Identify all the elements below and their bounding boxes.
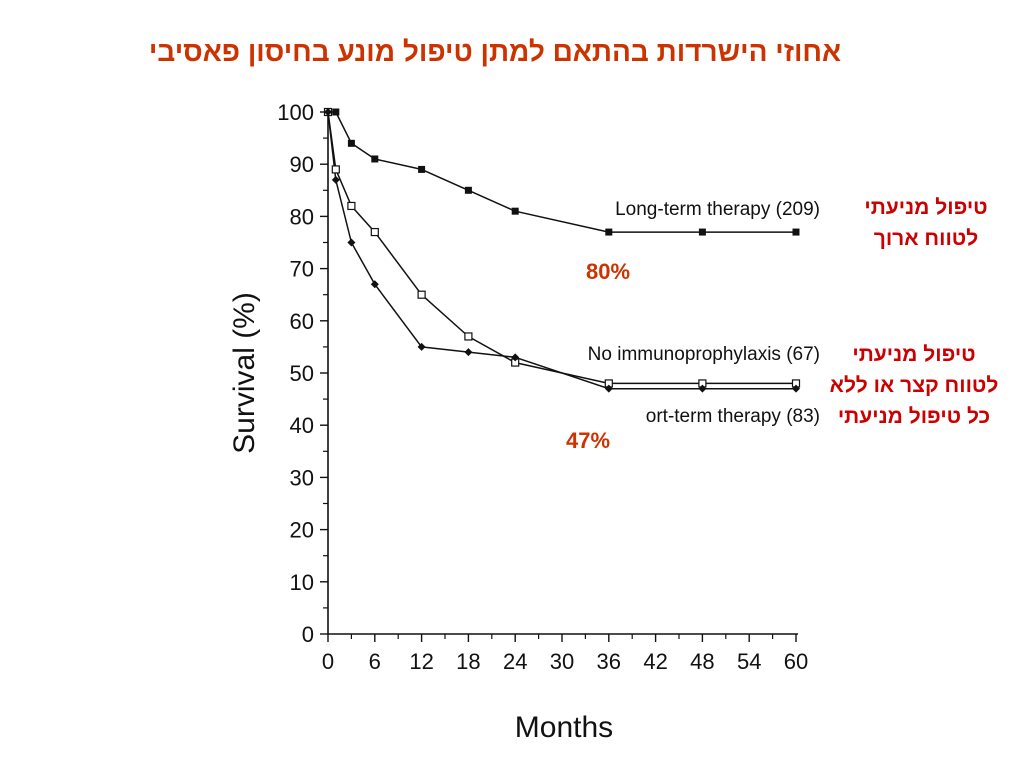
y-tick-label: 40 xyxy=(290,413,314,438)
series-line-1 xyxy=(328,111,796,233)
x-tick-label: 54 xyxy=(737,649,761,674)
filled-square-marker xyxy=(605,228,613,236)
y-tick-label: 70 xyxy=(290,257,314,282)
open-square-marker xyxy=(370,227,379,237)
filled-diamond-marker xyxy=(331,175,340,184)
open-square-marker xyxy=(417,290,426,299)
filled-square-marker xyxy=(418,165,426,173)
x-tick-label: 48 xyxy=(690,649,714,674)
y-tick-label: 80 xyxy=(290,204,314,229)
y-axis-title: Survival (%) xyxy=(228,292,261,454)
filled-square-marker xyxy=(371,155,379,163)
filled-diamond-marker xyxy=(604,384,613,393)
series-markers xyxy=(323,107,801,393)
series-lines xyxy=(327,111,796,390)
filled-diamond-marker xyxy=(417,342,426,351)
x-tick-label: 12 xyxy=(409,649,433,674)
open-square-marker xyxy=(347,201,356,211)
axes: 0 10 20 30 40 50 60 70 80 90 100 0 6 12 18 24 30 36 42 48 54… xyxy=(228,100,808,744)
open-square-marker xyxy=(331,165,340,174)
series-line-2 xyxy=(327,111,796,385)
note-long-term-line-1: טיפול מניעתי xyxy=(864,196,988,219)
x-tick-label: 36 xyxy=(597,649,621,674)
note-long-term: טיפול מניעתי לטווח ארוך xyxy=(846,192,1006,254)
filled-square-marker xyxy=(347,139,355,147)
series-labels: Long-term therapy (209) No immunoprophyla… xyxy=(566,199,820,453)
filled-diamond-marker xyxy=(347,238,356,247)
percent-annotation: 80% xyxy=(586,259,630,284)
y-tick-label: 50 xyxy=(290,361,314,386)
filled-diamond-marker xyxy=(792,384,800,393)
x-tick-label: 6 xyxy=(369,649,381,674)
open-square-marker xyxy=(464,332,473,341)
note-short-line-1: טיפול מניעתי xyxy=(852,343,976,366)
y-tick-label: 90 xyxy=(290,152,314,177)
x-tick-label: 18 xyxy=(456,649,480,674)
series-label-2: No immunoprophylaxis (67) xyxy=(588,344,820,365)
series-line-3 xyxy=(327,111,796,390)
x-axis-title: Months xyxy=(515,711,613,744)
x-tick-label: 60 xyxy=(784,649,808,674)
filled-diamond-marker xyxy=(370,280,379,289)
x-tick-label: 30 xyxy=(550,649,574,674)
note-long-term-line-2: לטווח ארוך xyxy=(873,227,979,250)
x-tick-label: 42 xyxy=(643,649,667,674)
filled-diamond-marker xyxy=(324,108,332,116)
y-tick-label: 20 xyxy=(290,518,314,543)
y-tick-label: 60 xyxy=(290,309,314,334)
note-short-line-2: לטווח קצר או ללא xyxy=(829,374,999,397)
filled-diamond-marker xyxy=(698,384,707,393)
note-short-or-none: טיפול מניעתי לטווח קצר או ללא כל טיפול מ… xyxy=(814,339,1014,432)
x-tick-label: 0 xyxy=(322,649,334,674)
filled-diamond-marker xyxy=(464,348,473,357)
filled-square-marker xyxy=(698,228,706,236)
note-short-line-3: כל טיפול מניעתי xyxy=(837,405,991,428)
series-label-1: Long-term therapy (209) xyxy=(615,199,820,220)
filled-square-marker xyxy=(332,108,340,116)
y-tick-label: 100 xyxy=(277,100,314,125)
y-tick-label: 30 xyxy=(290,465,314,490)
filled-square-marker xyxy=(792,228,800,236)
slide-title: אחוזי הישרדות בהתאם למתן טיפול מונע בחיס… xyxy=(148,36,842,67)
y-tick-label: 10 xyxy=(290,570,314,595)
filled-square-marker xyxy=(511,207,519,215)
series-label-3: ort-term therapy (83) xyxy=(646,406,820,427)
y-tick-label: 0 xyxy=(302,622,314,647)
filled-diamond-marker xyxy=(511,353,520,362)
percent-annotation: 47% xyxy=(566,428,610,453)
filled-square-marker xyxy=(464,186,472,194)
x-tick-label: 24 xyxy=(503,649,527,674)
